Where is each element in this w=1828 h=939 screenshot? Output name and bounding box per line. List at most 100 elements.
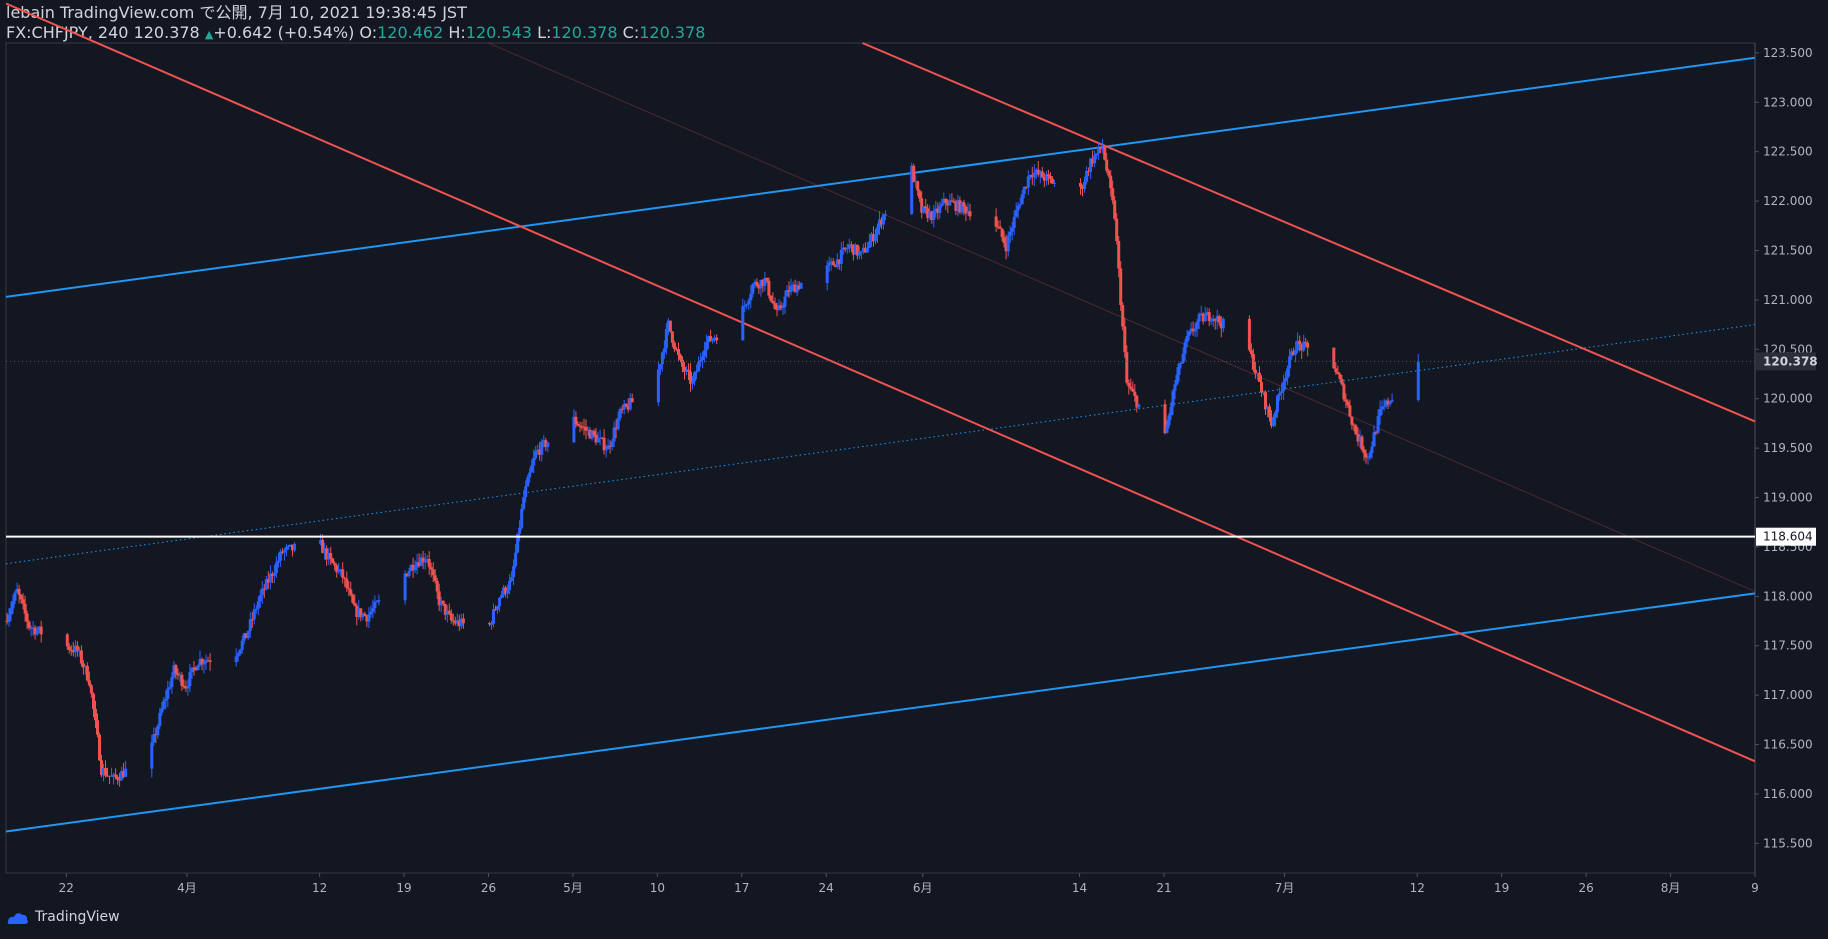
candle-body [1028,174,1032,177]
candle-body [1008,232,1012,236]
candle-body [709,336,713,341]
candle-body [1091,158,1095,164]
candle-body [775,308,779,310]
candle-body [353,602,357,606]
candle-body [162,700,166,709]
candle-body [1181,353,1185,363]
candle-body [1030,174,1034,178]
candle-body [33,627,37,635]
candle-body [291,544,294,551]
candle-body [377,600,381,602]
x-tick-label: 6月 [913,881,933,895]
y-tick-label: 118.000 [1763,589,1813,603]
candle-body [359,608,363,618]
candle-body [234,656,238,663]
candle-body [1390,399,1394,402]
candle-body [590,430,594,439]
candle-body [1113,200,1117,219]
x-tick-label: 7月 [1275,881,1295,895]
candle-body [695,371,699,373]
candle-body [176,673,180,676]
candle-body [1042,177,1046,181]
candle-body [1133,391,1137,396]
trendline-red-upper[interactable] [862,42,1756,423]
last-price: 120.378 [133,23,200,42]
candle-body [912,165,916,182]
candle-body [616,417,620,430]
candle-body [863,247,867,253]
candle-body [1368,452,1372,458]
candle-body [1026,176,1030,188]
candle-body [1372,432,1376,447]
candle-body [582,426,586,428]
trendline-upper-blue[interactable] [5,56,1756,298]
candle-body [839,249,843,264]
candle-body [711,338,715,341]
candle-body [116,777,120,780]
candle-body [417,562,421,566]
candle-body [21,599,25,604]
candle-body [1004,243,1008,252]
candle-body [751,284,755,294]
candle-body [282,550,286,553]
candle-body [188,672,192,687]
candle-body [1207,312,1211,321]
candle-body [351,594,355,603]
candle-body [1187,331,1191,336]
candle-body [37,626,41,631]
candle-body [67,646,71,650]
candle-body [461,618,465,624]
candle-body [926,208,930,219]
candle-body [880,219,883,225]
candle-body [743,305,747,307]
candle-body [71,650,75,653]
candle-body [268,573,272,583]
candle-body [1306,343,1310,348]
candle-body [1358,436,1362,442]
candle-body [851,244,855,255]
candle-body [1298,340,1302,345]
candle-body [371,608,375,612]
candle-body [928,211,932,219]
candle-body [536,449,540,451]
candle-body [668,320,672,332]
candle-body [1416,361,1420,400]
candle-body [1002,237,1006,244]
symbol-label[interactable]: FX:CHFJPY, 240 [6,23,129,42]
candle-body [924,206,928,209]
candle-body [1286,368,1290,378]
candle-body [192,667,196,669]
candle-body [512,566,516,578]
chart-header: lebain TradingView.com で公開, 7月 10, 2021 … [6,3,705,45]
price-chart[interactable]: 115.500 116.000 116.500 117.000 117.500 118.0… [0,0,1828,900]
candle-body [916,181,920,191]
candle-body [664,329,668,349]
candle-body [158,712,162,726]
candle-body [156,726,160,736]
candle-body [588,429,592,439]
candle-body [1189,328,1193,332]
candle-body [293,543,296,551]
open-value: 120.462 [377,23,444,42]
candle-body [1083,181,1086,190]
candle-body [853,244,857,255]
candle-body [1302,341,1306,351]
y-tick-label: 123.500 [1763,46,1813,60]
candle-body [1105,159,1109,171]
candle-body [1268,406,1271,418]
candle-body [747,300,751,305]
footer-brand[interactable]: TradingView [6,909,120,925]
trendline-mid-blue-dotted[interactable] [5,324,1756,565]
candle-body [1169,406,1173,416]
trendline-red-lower[interactable] [5,2,1756,763]
candle-body [1294,350,1298,355]
candle-body [580,426,584,428]
candle-body [1024,186,1028,188]
candle-body [827,262,831,266]
candle-body [841,247,845,250]
candle-body [246,631,250,638]
candle-body [1050,178,1054,184]
trendline-lower-blue[interactable] [5,592,1756,833]
candle-body [675,348,678,350]
candle-body [1340,378,1344,385]
